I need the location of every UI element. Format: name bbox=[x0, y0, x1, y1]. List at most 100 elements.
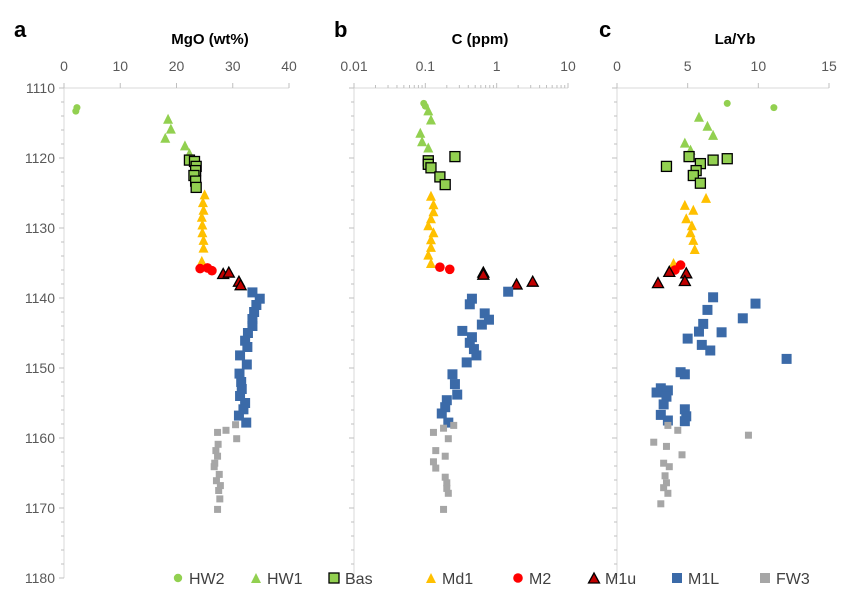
data-point-m1l bbox=[452, 389, 463, 400]
x-tick-label: 0 bbox=[613, 58, 621, 74]
data-point-m2 bbox=[444, 264, 455, 275]
series-m1l bbox=[436, 286, 514, 428]
data-point-md1 bbox=[197, 197, 208, 208]
data-point-hw1 bbox=[425, 114, 436, 125]
data-point-m1l bbox=[682, 333, 693, 344]
data-point-fw3 bbox=[233, 435, 241, 443]
data-point-hw1 bbox=[415, 127, 426, 138]
data-point-m1l bbox=[466, 293, 477, 304]
data-point-m1l bbox=[236, 377, 247, 387]
legend-label-hw1: HW1 bbox=[267, 571, 303, 588]
data-point-fw3 bbox=[450, 421, 458, 429]
legend-marker-bas bbox=[328, 572, 340, 584]
data-point-fw3 bbox=[216, 482, 224, 490]
data-point-hw1 bbox=[702, 120, 713, 131]
data-point-fw3 bbox=[440, 505, 448, 513]
y-tick-label: 1160 bbox=[25, 430, 55, 446]
panel-letter: a bbox=[14, 17, 27, 42]
series-fw3 bbox=[429, 421, 458, 513]
x-tick-label: 0.01 bbox=[340, 58, 367, 74]
data-point-m2 bbox=[195, 263, 205, 274]
panel-title: La/Yb bbox=[715, 31, 756, 48]
data-point-fw3 bbox=[657, 500, 665, 508]
data-point-bas bbox=[449, 150, 461, 163]
legend-label-md1: Md1 bbox=[442, 571, 473, 588]
data-point-m1l bbox=[781, 353, 792, 364]
x-tick-label: 0.1 bbox=[416, 58, 436, 74]
data-point-m1l bbox=[705, 345, 716, 356]
data-point-m1u bbox=[651, 276, 665, 289]
data-point-m1l bbox=[698, 318, 709, 329]
data-point-fw3 bbox=[674, 426, 682, 434]
data-point-m1l bbox=[708, 292, 719, 303]
data-point-m1l bbox=[447, 369, 458, 380]
data-point-m1l bbox=[679, 369, 690, 380]
series-hw2 bbox=[420, 99, 429, 110]
data-point-bas bbox=[425, 162, 437, 174]
data-point-m1l bbox=[443, 417, 454, 428]
data-point-m1l bbox=[242, 328, 253, 338]
data-point-hw1 bbox=[163, 113, 174, 124]
x-tick-label: 1 bbox=[493, 58, 501, 74]
data-point-fw3 bbox=[214, 505, 222, 513]
data-point-hw2 bbox=[770, 104, 778, 112]
data-point-md1 bbox=[425, 234, 436, 245]
y-tick-label: 1110 bbox=[26, 80, 55, 96]
series-m2 bbox=[435, 262, 455, 275]
data-point-md1 bbox=[688, 234, 699, 245]
data-point-md1 bbox=[196, 255, 207, 266]
series-bas bbox=[183, 154, 202, 194]
data-point-m1l bbox=[464, 299, 475, 310]
data-point-md1 bbox=[197, 227, 208, 238]
data-point-fw3 bbox=[444, 435, 452, 443]
series-hw2 bbox=[723, 99, 778, 112]
series-m2 bbox=[195, 263, 217, 276]
data-point-bas bbox=[660, 160, 673, 173]
data-point-hw1 bbox=[165, 123, 176, 134]
data-point-m1l bbox=[466, 332, 477, 343]
y-tick-label: 1130 bbox=[25, 220, 55, 236]
data-point-m1l bbox=[236, 384, 247, 394]
series-fw3 bbox=[210, 421, 241, 513]
x-tick-label: 20 bbox=[169, 58, 185, 74]
data-point-md1 bbox=[423, 220, 434, 231]
legend-marker-hw1 bbox=[251, 573, 261, 583]
data-point-fw3 bbox=[664, 421, 672, 429]
series-m1u bbox=[216, 265, 248, 291]
data-point-m2 bbox=[207, 265, 217, 276]
data-point-m1l bbox=[662, 415, 673, 426]
data-point-m1l bbox=[251, 300, 262, 310]
data-point-md1 bbox=[425, 190, 436, 201]
x-tick-label: 10 bbox=[560, 58, 576, 74]
x-tick-label: 5 bbox=[684, 58, 692, 74]
data-point-m1l bbox=[651, 387, 662, 398]
data-point-m1l bbox=[679, 404, 690, 415]
data-point-hw1 bbox=[417, 136, 428, 147]
x-tick-label: 10 bbox=[751, 58, 767, 74]
data-point-fw3 bbox=[444, 489, 452, 497]
panel-letter: c bbox=[599, 17, 611, 42]
series-m1l bbox=[233, 287, 265, 428]
data-point-m1u bbox=[678, 274, 692, 287]
x-tick-label: 40 bbox=[281, 58, 297, 74]
data-point-md1 bbox=[701, 192, 712, 203]
legend-label-m2: M2 bbox=[529, 571, 551, 588]
panel-letter: b bbox=[334, 17, 347, 42]
series-hw1 bbox=[160, 113, 195, 159]
data-point-m1l bbox=[658, 399, 669, 410]
data-point-m1l bbox=[461, 357, 472, 368]
series-fw3 bbox=[650, 421, 752, 508]
y-tick-label: 1150 bbox=[25, 360, 55, 376]
series-m1u bbox=[651, 265, 693, 289]
data-point-m1l bbox=[679, 416, 690, 427]
data-point-fw3 bbox=[661, 472, 669, 480]
data-point-m1u bbox=[526, 274, 540, 287]
data-point-m1l bbox=[440, 402, 451, 413]
data-point-md1 bbox=[198, 234, 209, 245]
data-point-m1u bbox=[234, 278, 248, 291]
y-tick-label: 1120 bbox=[25, 150, 55, 166]
series-hw1 bbox=[679, 111, 719, 155]
data-point-fw3 bbox=[215, 487, 223, 494]
data-point-hw1 bbox=[423, 142, 434, 153]
